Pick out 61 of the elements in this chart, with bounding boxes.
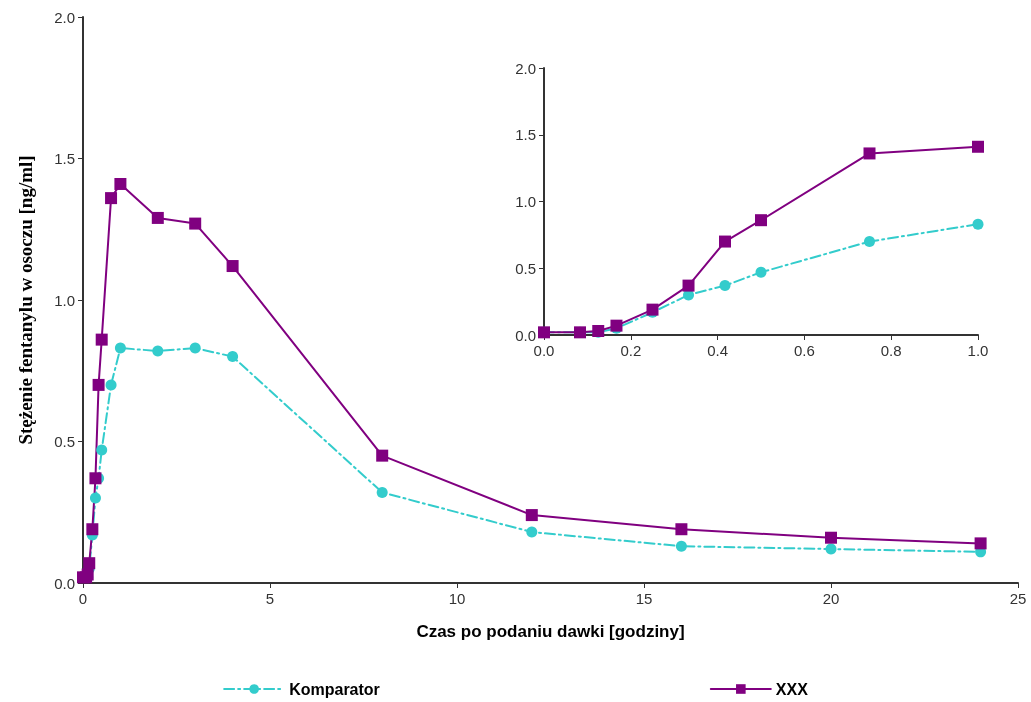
point	[825, 543, 837, 555]
x-tick-label: 10	[448, 590, 466, 607]
point	[95, 333, 108, 346]
y-tick-label: 1.5	[515, 126, 536, 144]
point	[675, 540, 687, 552]
point	[825, 531, 837, 544]
point	[152, 345, 164, 357]
point	[114, 342, 126, 354]
point	[864, 236, 875, 248]
x-axis-title: Czas po podaniu dawki [godziny]	[416, 622, 685, 641]
point	[755, 214, 767, 227]
point	[86, 523, 99, 536]
x-tick-label: 0.4	[707, 342, 729, 359]
legend-label: Komparator	[289, 680, 380, 698]
point	[972, 140, 984, 153]
point	[105, 379, 117, 391]
point	[83, 557, 96, 570]
y-axis-title: Stężenie fentanylu w osoczu [ng/ml]	[15, 155, 36, 445]
x-tick-label: 0	[78, 590, 88, 607]
point	[105, 192, 118, 205]
y-tick-label: 0.0	[515, 326, 536, 344]
point	[863, 147, 876, 160]
point	[89, 472, 102, 485]
x-tick-label: 15	[635, 590, 653, 607]
y-tick-label: 2.0	[54, 8, 75, 26]
y-tick-label: 2.0	[515, 59, 536, 77]
point	[675, 523, 688, 536]
point	[89, 492, 101, 504]
y-tick-label: 1.0	[515, 193, 536, 210]
legend-label: XXX	[775, 680, 809, 698]
y-tick-label: 1.0	[54, 291, 75, 309]
point	[718, 235, 731, 248]
x-tick-label: 0.2	[620, 342, 642, 359]
x-tick-label: 0.0	[533, 342, 555, 359]
point	[525, 509, 538, 522]
y-tick-label: 0.5	[515, 259, 536, 277]
point	[96, 444, 108, 456]
x-tick-label: 0.6	[793, 342, 815, 359]
y-tick-label: 0.5	[54, 433, 75, 450]
point	[227, 351, 239, 363]
x-tick-label: 25	[1009, 590, 1027, 607]
point	[376, 486, 388, 498]
point	[972, 218, 984, 230]
x-tick-label: 1.0	[967, 342, 989, 359]
x-tick-label: 5	[265, 590, 275, 607]
point	[151, 211, 164, 224]
point	[189, 342, 201, 354]
point	[526, 526, 538, 538]
y-tick-label: 1.5	[54, 150, 75, 167]
point	[189, 217, 202, 230]
y-tick-label: 0.0	[54, 574, 75, 592]
point	[114, 177, 127, 190]
point	[755, 266, 767, 278]
x-tick-label: 0.8	[880, 342, 902, 359]
point	[92, 378, 105, 391]
point	[719, 280, 731, 292]
point	[226, 260, 239, 273]
point	[974, 537, 987, 550]
point	[682, 279, 695, 292]
x-tick-label: 20	[822, 590, 840, 607]
point	[376, 449, 389, 462]
